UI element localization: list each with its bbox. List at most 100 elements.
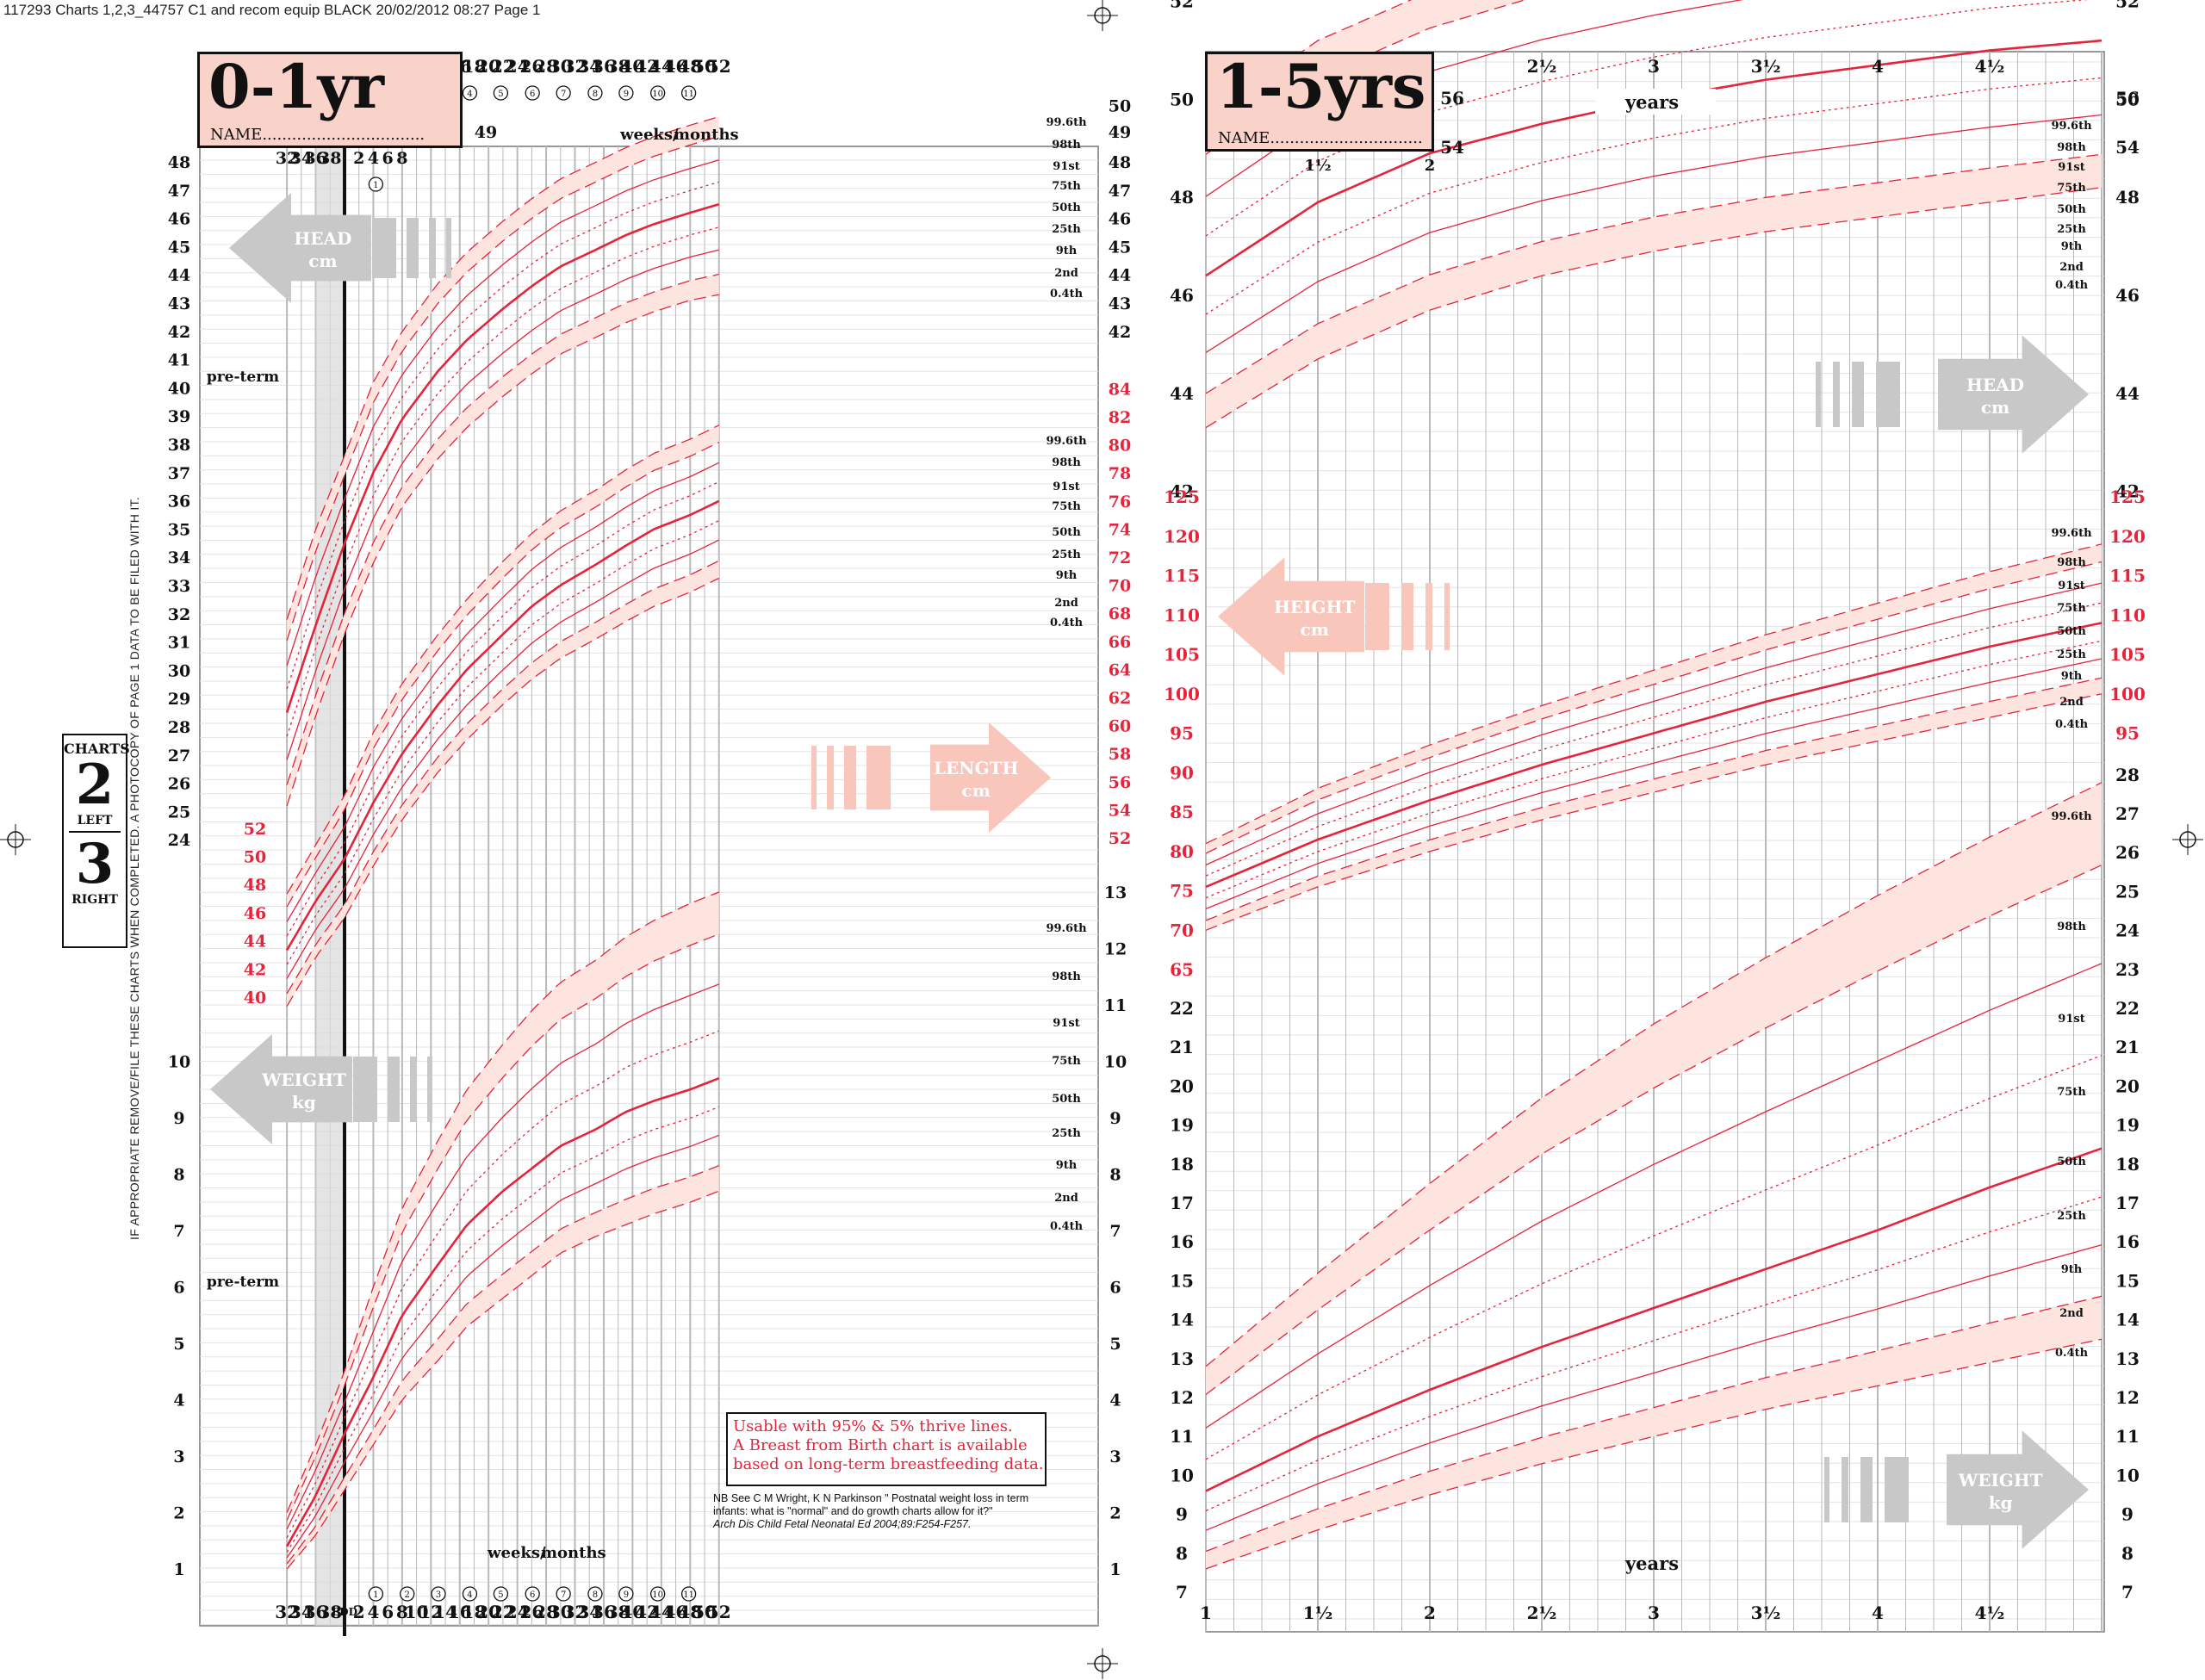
child-head-centile-label: 9th — [2061, 240, 2083, 253]
infant-weight-y-tick: 8 — [173, 1166, 184, 1185]
infant-week-tick-bottom: 8 — [396, 1602, 408, 1622]
infant-head-centile-91st — [286, 159, 719, 666]
infant-month-marker-label: 6 — [530, 1590, 535, 1600]
child-head-right-tick: 42 — [2115, 481, 2140, 502]
child-weight-y-tick: 22 — [1170, 998, 1194, 1019]
child-height-y-tick: 100 — [1164, 684, 1200, 704]
child-weight-right-tick: 26 — [2115, 842, 2140, 863]
child-weight-arrow-bar — [1885, 1457, 1909, 1522]
infant-week-tick-top: 32 — [563, 56, 587, 77]
infant-weight-centile-label: 0.4th — [1050, 1220, 1084, 1233]
infant-length-left-tick: 50 — [244, 848, 266, 867]
child-plot-frame — [1205, 51, 2105, 1633]
child-age-tick-top: 3 — [1648, 56, 1660, 77]
infant-weight-right-tick: 5 — [1109, 1335, 1121, 1354]
child-head-arrow-unit: cm — [1981, 397, 2009, 418]
infant-length-right-tick: 60 — [1109, 717, 1131, 736]
infant-title-box: 0-1yr NAME..............................… — [197, 51, 463, 148]
charts-box-title: CHARTS — [64, 741, 130, 757]
infant-head-y-tick: 37 — [168, 464, 190, 483]
infant-length-arrow-bar — [827, 746, 834, 809]
infant-month-marker-label: 7 — [561, 1590, 566, 1600]
nb-line-2: infants: what is "normal" and do growth … — [713, 1505, 993, 1517]
infant-weight-arrow-label: WEIGHT — [261, 1069, 346, 1090]
infant-name-field[interactable]: NAME................................. — [210, 126, 425, 144]
infant-weight-arrow-bar — [388, 1057, 400, 1122]
infant-preterm-tick-bottom: 32 — [275, 1602, 299, 1622]
child-weight-right-tick: 18 — [2115, 1154, 2140, 1175]
child-weight-right-tick: 14 — [2115, 1310, 2140, 1330]
infant-plot-frame — [199, 146, 1099, 1627]
infant-weight-centile-label: 98th — [1052, 970, 1081, 983]
child-title-box: 1-5yrs NAME.............................… — [1205, 51, 1434, 152]
child-head-inner-tick: 56 — [1440, 88, 1464, 108]
infant-week-tick-top: 48 — [678, 56, 702, 77]
infant-length-right-tick: 78 — [1109, 464, 1131, 483]
infant-head-arrow-unit: cm — [308, 251, 337, 271]
infant-length-arrow-bar — [811, 746, 817, 809]
infant-week-tick-bottom: 38 — [606, 1602, 630, 1622]
infant-length-right-tick: 62 — [1109, 689, 1131, 708]
child-height-arrow-bar — [1444, 583, 1450, 650]
infant-week-tick-top: 52 — [707, 56, 731, 77]
infant-month-marker-label: 5 — [498, 1590, 503, 1600]
infant-week-tick-top: 42 — [635, 56, 659, 77]
infant-month-marker — [587, 85, 603, 101]
infant-head-right-extra: 49 — [475, 123, 497, 142]
child-height-right-tick: 95 — [2115, 723, 2140, 744]
child-name-field[interactable]: NAME............................... — [1218, 129, 1423, 147]
child-weight-right-tick: 11 — [2115, 1426, 2140, 1447]
infant-head-centile-label: 25th — [1052, 223, 1081, 236]
child-height-centile-label: 50th — [2057, 625, 2086, 638]
child-height-centile-label: 91st — [2058, 580, 2084, 592]
infant-week-tick-bottom: 4 — [367, 1602, 379, 1622]
infant-length-arrow-label: LENGTH — [934, 758, 1018, 778]
infant-length-centile-label: 99.6th — [1046, 435, 1087, 448]
infant-head-y-tick: 36 — [168, 493, 190, 511]
infant-weight-centile-0_4th — [286, 1190, 719, 1570]
child-weight-right-tick: 25 — [2115, 881, 2140, 902]
child-height-y-tick: 105 — [1164, 644, 1200, 665]
charts-index-box: CHARTS 2 LEFT 3 RIGHT — [62, 734, 130, 948]
infant-head-right-tick: 45 — [1109, 238, 1131, 257]
infant-week-tick-bottom: 48 — [678, 1602, 702, 1622]
infant-month-marker-label: 8 — [593, 1590, 598, 1600]
infant-weight-centile-label: 50th — [1052, 1093, 1081, 1106]
child-weight-centile-label: 9th — [2061, 1263, 2083, 1276]
info-line-3: based on long-term breastfeeding data. — [733, 1455, 1044, 1473]
infant-weight-right-tick: 8 — [1109, 1166, 1121, 1185]
infant-length-left-tick: 52 — [244, 820, 266, 839]
infant-week-tick-bottom: 18 — [463, 1602, 487, 1622]
infant-week-tick-bottom: 36 — [592, 1602, 616, 1622]
child-weight-right-tick: 16 — [2115, 1231, 2140, 1252]
infant-weight-right-tick: 4 — [1109, 1392, 1121, 1410]
infant-month-marker — [618, 1586, 634, 1602]
child-weight-right-tick: 9 — [2121, 1504, 2134, 1525]
infant-month-marker — [587, 1586, 603, 1602]
infant-head-y-tick: 45 — [168, 238, 190, 257]
infant-month-marker — [400, 1586, 415, 1602]
infant-head-arrow-bar — [429, 218, 436, 278]
infant-month-marker-label: 2 — [405, 1590, 410, 1600]
infant-head-arrow-bar — [372, 218, 396, 278]
charts-box-divider — [69, 831, 121, 833]
infant-weight-centile-2nd — [286, 1164, 719, 1565]
infant-week-tick-bottom: 28 — [534, 1602, 558, 1622]
child-height-centile-label: 75th — [2057, 602, 2086, 615]
infant-head-y-tick: 48 — [168, 153, 190, 172]
child-years-label-bottom: years — [1624, 1553, 1679, 1574]
infant-month-marker-label: 5 — [498, 90, 503, 99]
infant-length-right-tick: 74 — [1109, 520, 1131, 539]
infant-month-marker — [650, 85, 666, 101]
infant-length-centile-label: 0.4th — [1050, 617, 1084, 629]
infant-head-arrow-label: HEAD — [294, 228, 351, 249]
child-head-right-tick: 46 — [2115, 285, 2140, 306]
child-weight-band-lower — [1206, 1296, 2102, 1569]
infant-length-arrow-bar — [866, 746, 891, 809]
child-head-y-tick: 48 — [1170, 187, 1194, 208]
infant-month-marker — [462, 1586, 478, 1602]
infant-month-marker-label: 4 — [467, 1590, 472, 1600]
infant-weight-arrow-unit: kg — [292, 1092, 316, 1113]
child-head-y-tick: 44 — [1170, 383, 1194, 404]
